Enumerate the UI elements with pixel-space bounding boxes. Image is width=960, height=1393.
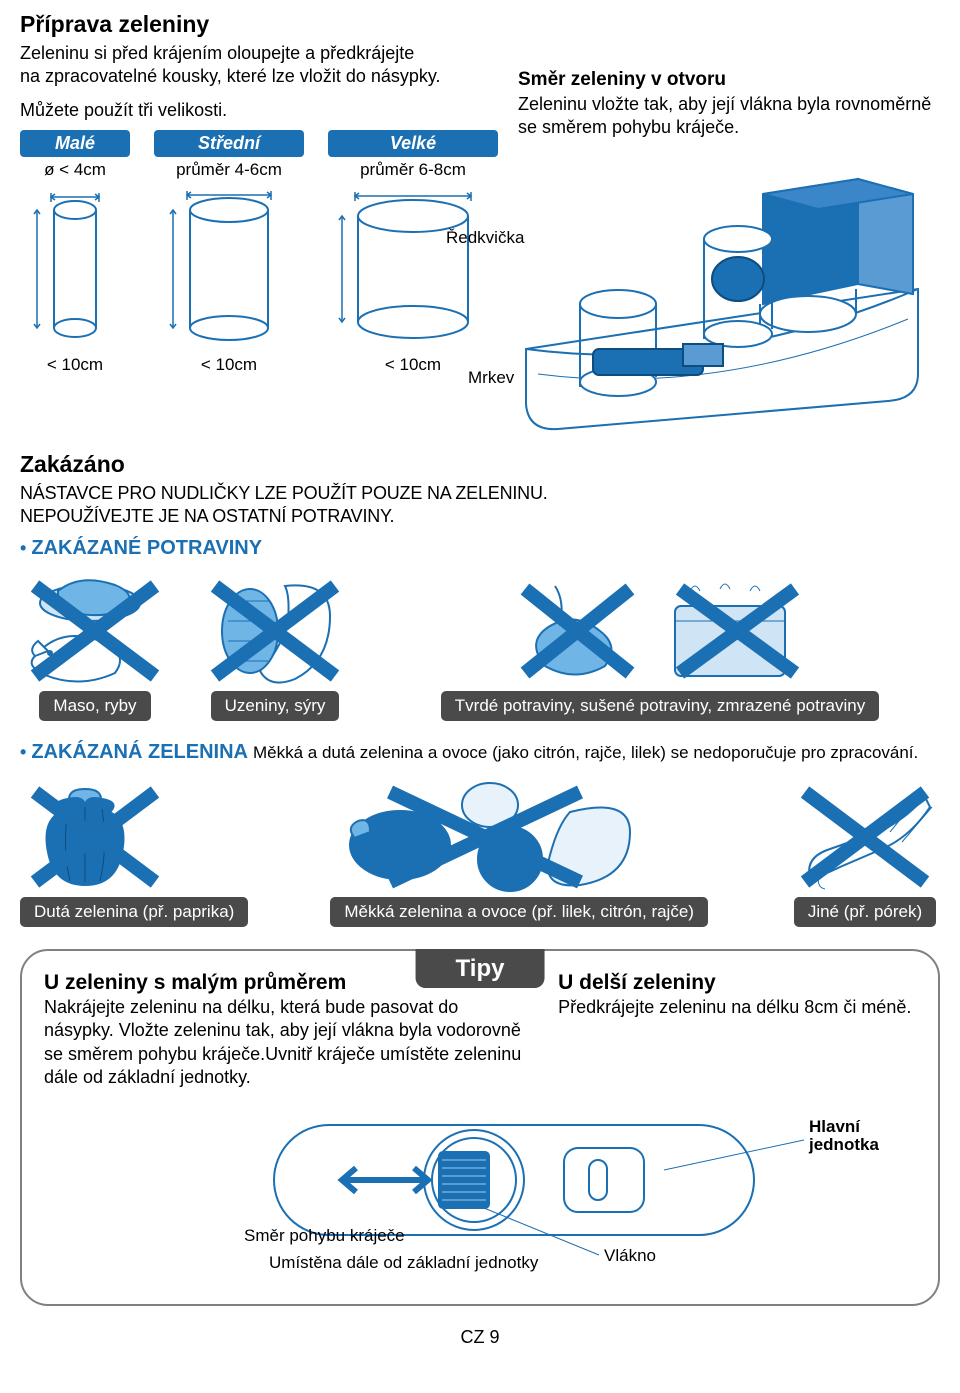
size-pill: Malé [20,130,130,157]
forbidden-veg-label: Měkká zelenina a ovoce (př. lilek, citró… [330,897,708,927]
bullet-icon: • [20,538,26,558]
forbidden-food-sausage: Uzeniny, sýry [200,571,350,721]
forbidden-food-label: Maso, ryby [39,691,150,721]
forbidden-food-label: Tvrdé potraviny, sušené potraviny, zmraz… [441,691,879,721]
direction-title: Směr zeleniny v otvoru [518,68,940,93]
forbidden-veg-soft: Měkká zelenina a ovoce (př. lilek, citró… [330,777,708,927]
device-icon [518,139,938,439]
tips-tab: Tipy [416,949,545,988]
forbidden-veg-heading: ZAKÁZANÁ ZELENINA [31,741,248,763]
cross-icon [200,571,350,691]
prep-line1: Zeleninu si před krájením oloupejte a př… [20,42,498,65]
cross-icon [330,777,640,897]
forbidden-title: Zakázáno [20,450,940,480]
forbidden-line2: NEPOUŽÍVEJTE JE NA OSTATNÍ POTRAVINY. [20,505,940,528]
arrow-label: Směr pohybu kráječe [244,1225,405,1247]
placement-caption: Umístěna dále od základní jednotky [269,1252,538,1274]
tips-diagram-icon [44,1100,924,1270]
size-under: < 10cm [20,354,130,376]
size-large: Velké průměr 6-8cm [328,130,498,376]
cross-icon [20,571,170,691]
tips-right-body: Předkrájejte zeleninu na délku 8cm či mé… [558,996,916,1019]
tips-right-title: U delší zeleniny [558,969,916,996]
forbidden-line1: NÁSTAVCE PRO NUDLIČKY LZE POUŽÍT POUZE N… [20,482,940,505]
size-sub: průměr 4-6cm [154,159,304,181]
fiber-label: Vlákno [604,1245,656,1267]
main-unit-label: Hlavní jednotka [809,1118,909,1155]
forbidden-veg-hollow: Dutá zelenina (př. paprika) [20,777,248,927]
forbidden-food-label: Uzeniny, sýry [211,691,340,721]
tips-left-body: Nakrájejte zeleninu na délku, která bude… [44,996,528,1090]
forbidden-food-meat: Maso, ryby [20,571,170,721]
size-sub: ø < 4cm [20,159,130,181]
prep-line2: na zpracovatelné kousky, které lze vloži… [20,65,498,88]
cross-icon [505,571,815,691]
cross-icon [20,777,170,897]
size-small: Malé ø < 4cm [20,130,130,376]
size-under: < 10cm [154,354,304,376]
size-pill: Střední [154,130,304,157]
page-footer: CZ 9 [20,1326,940,1349]
bullet-icon: • [20,742,26,762]
size-sub: průměr 6-8cm [328,159,498,181]
cross-icon [790,777,940,897]
forbidden-foods-heading: ZAKÁZANÉ POTRAVINY [31,537,262,559]
forbidden-food-hard: Tvrdé potraviny, sušené potraviny, zmraz… [380,571,940,721]
cylinder-medium-icon [159,188,299,348]
cylinder-large-icon [328,188,498,348]
carrot-label: Mrkev [468,367,514,389]
radish-label: Ředkvička [446,227,524,249]
prep-title: Příprava zeleniny [20,10,498,40]
size-pill: Velké [328,130,498,157]
forbidden-veg-label: Dutá zelenina (př. paprika) [20,897,248,927]
cylinder-small-icon [25,188,125,348]
forbidden-veg-note: Měkká a dutá zelenina a ovoce (jako citr… [253,743,918,762]
forbidden-veg-label: Jiné (př. pórek) [794,897,936,927]
direction-body: Zeleninu vložte tak, aby její vlákna byl… [518,93,940,140]
prep-line3: Můžete použít tři velikosti. [20,99,498,122]
size-medium: Střední průměr 4-6cm [154,130,304,376]
forbidden-veg-other: Jiné (př. pórek) [790,777,940,927]
tips-box: Tipy U zeleniny s malým průměrem Nakráje… [20,949,940,1306]
